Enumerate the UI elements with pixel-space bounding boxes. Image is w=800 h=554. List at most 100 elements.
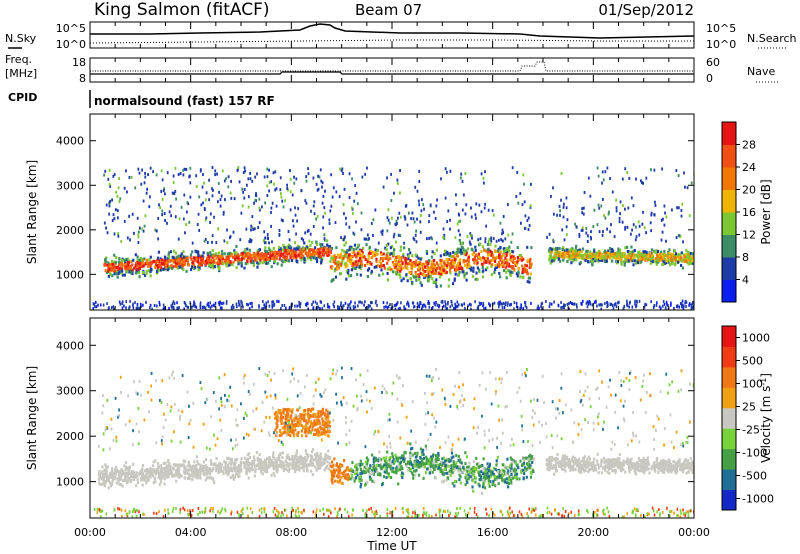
power-echo-cell (143, 257, 146, 261)
power-echo-cell (138, 171, 141, 175)
power-echo-cell (313, 212, 316, 216)
power-echo-cell (401, 255, 405, 259)
power-echo-cell (132, 302, 134, 306)
power-echo-cell (618, 220, 621, 224)
power-echo-cell (236, 305, 238, 309)
velocity-echo-cell (546, 467, 549, 471)
power-echo-cell (575, 225, 578, 229)
power-echo-cell (341, 167, 344, 171)
power-echo-cell (400, 259, 403, 263)
power-echo-cell (310, 240, 314, 244)
power-echo-cell (169, 204, 172, 208)
power-echo-cell (295, 247, 298, 251)
power-echo-cell (370, 300, 372, 304)
power-echo-cell (515, 301, 518, 305)
power-echo-cell (297, 253, 300, 257)
velocity-echo-cell (503, 478, 506, 482)
power-echo-cell (321, 307, 324, 310)
power-echo-cell (319, 247, 322, 251)
power-echo-cell (348, 248, 351, 252)
power-echo-cell (483, 248, 486, 252)
power-echo-cell (289, 249, 293, 253)
power-echo-cell (408, 270, 411, 274)
power-echo-cell (174, 261, 178, 265)
power-echo-cell (498, 271, 501, 275)
velocity-echo-cell (192, 475, 195, 479)
power-echo-cell (477, 238, 480, 242)
power-echo-cell (341, 258, 344, 262)
power-echo-cell (254, 175, 257, 179)
power-echo-cell (286, 258, 289, 262)
power-echo-cell (598, 303, 600, 307)
power-echo-cell (113, 272, 116, 276)
power-echo-cell (225, 300, 228, 304)
power-echo-cell (243, 187, 246, 191)
power-echo-cell (411, 254, 414, 258)
power-echo-cell (354, 263, 357, 267)
power-echo-cell (470, 215, 473, 219)
power-echo-cell (333, 300, 336, 304)
power-echo-cell (225, 177, 228, 181)
power-echo-cell (201, 185, 204, 189)
velocity-echo-cell (455, 461, 458, 465)
power-echo-cell (618, 256, 621, 260)
velocity-echo-cell (229, 476, 232, 480)
power-echo-cell (220, 306, 223, 310)
power-echo-cell (340, 301, 342, 305)
power-echo-cell (688, 256, 691, 260)
power-echo-cell (673, 306, 675, 310)
power-echo-cell (510, 265, 513, 269)
power-echo-cell (146, 264, 150, 268)
velocity-echo-cell (685, 471, 688, 475)
power-echo-cell (499, 246, 502, 250)
power-echo-cell (560, 306, 562, 310)
power-echo-cell (351, 177, 353, 181)
velocity-echo-cell (507, 481, 511, 485)
power-echo-cell (524, 304, 527, 308)
power-echo-cell (227, 263, 231, 267)
power-echo-cell (221, 169, 224, 173)
velocity-echo-cell (288, 467, 291, 471)
power-echo-cell (251, 215, 254, 219)
power-echo-cell (632, 259, 635, 263)
velocity-echo-cell (143, 474, 146, 478)
power-echo-cell (201, 254, 204, 258)
power-echo-cell (240, 261, 243, 265)
velocity-echo-cell (628, 470, 631, 474)
velocity-echo-cell (112, 473, 115, 477)
velocity-echo-cell (319, 466, 322, 470)
velocity-echo-cell (123, 472, 126, 476)
power-echo-cell (379, 251, 383, 255)
velocity-echo-cell (459, 460, 462, 464)
velocity-echo-cell (387, 472, 390, 476)
power-echo-cell (276, 262, 279, 266)
velocity-echo-cell (126, 479, 129, 483)
power-echo-cell (183, 193, 186, 197)
velocity-echo-cell (147, 478, 150, 482)
velocity-echo-cell (351, 461, 354, 465)
power-echo-cell (665, 259, 668, 263)
power-echo-cell (603, 249, 607, 253)
power-echo-cell (233, 249, 236, 253)
power-echo-cell (232, 230, 235, 234)
power-echo-cell (650, 211, 653, 215)
power-echo-cell (219, 300, 221, 304)
velocity-echo-cell (555, 468, 559, 472)
cpid-label: CPID (8, 91, 37, 104)
power-echo-cell (239, 253, 243, 257)
power-echo-cell (297, 244, 300, 248)
power-echo-cell (568, 254, 571, 258)
power-echo-cell (305, 175, 308, 179)
power-echo-cell (667, 253, 670, 257)
power-colorbar-swatch (722, 279, 736, 303)
power-echo-cell (300, 237, 303, 241)
power-echo-cell (430, 263, 433, 267)
velocity-echo-cell (385, 471, 388, 475)
power-echo-cell (368, 245, 371, 249)
power-echo-cell (580, 228, 583, 232)
power-echo-cell (680, 259, 684, 263)
power-echo-cell (550, 250, 553, 254)
power-echo-cell (572, 259, 575, 263)
power-echo-cell (294, 206, 296, 210)
power-echo-cell (454, 236, 457, 240)
